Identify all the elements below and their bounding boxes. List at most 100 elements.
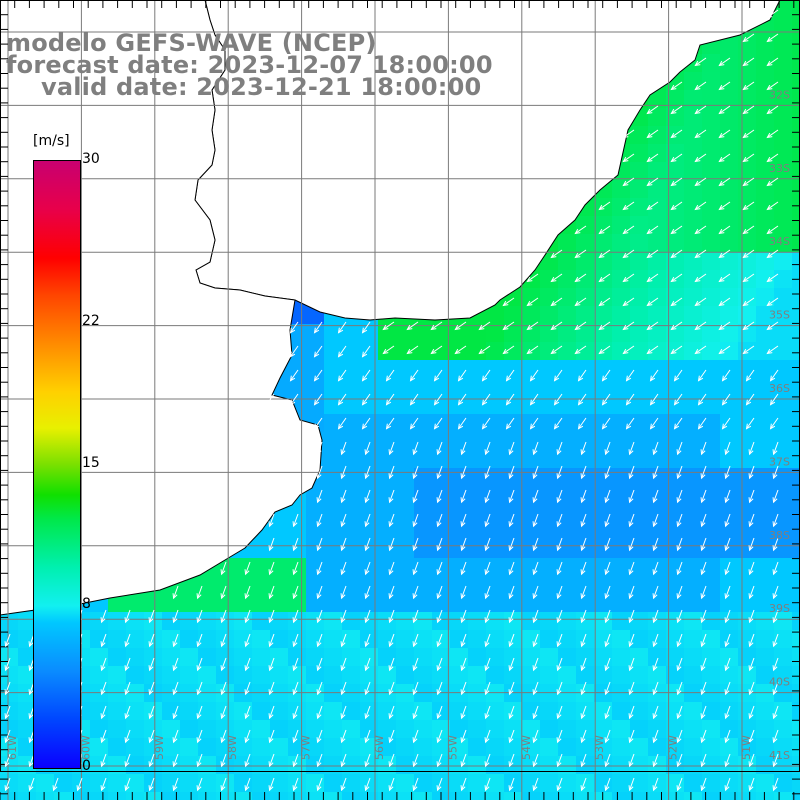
wind-arrow [718, 57, 731, 67]
speed-cell [558, 270, 576, 288]
wind-arrow [292, 657, 299, 672]
speed-cell [396, 540, 414, 558]
wind-arrow [484, 585, 491, 600]
wind-arrow [364, 657, 371, 672]
speed-cell [18, 666, 36, 684]
speed-cell [396, 630, 414, 648]
speed-cell [594, 252, 612, 270]
wind-arrow [532, 561, 539, 576]
speed-cell [450, 738, 468, 756]
speed-cell [792, 198, 800, 216]
speed-cell [378, 396, 396, 414]
wind-arrow [772, 777, 779, 792]
wind-arrow [481, 369, 491, 382]
wind-arrow [505, 369, 515, 382]
wind-arrow [244, 777, 251, 792]
speed-cell [216, 720, 234, 738]
speed-cell [90, 792, 108, 800]
speed-cell [720, 180, 738, 198]
speed-cell [612, 576, 630, 594]
speed-cell [684, 738, 702, 756]
speed-cell [702, 396, 720, 414]
speed-cell [504, 774, 522, 792]
speed-cell [774, 90, 792, 108]
speed-cell [450, 522, 468, 540]
speed-cell [576, 252, 594, 270]
speed-cell [702, 342, 720, 360]
wind-arrow [457, 369, 467, 382]
speed-cell [378, 576, 396, 594]
speed-cell [504, 432, 522, 450]
wind-arrow [388, 657, 395, 672]
speed-cell [576, 378, 594, 396]
wind-arrow [196, 729, 203, 744]
wind-arrow [337, 345, 347, 358]
wind-arrow [766, 321, 779, 331]
wind-arrow [316, 705, 323, 720]
speed-cell [558, 486, 576, 504]
wind-arrow [700, 729, 707, 744]
wind-arrow [340, 441, 347, 456]
speed-cell [324, 558, 342, 576]
speed-cell [54, 774, 72, 792]
speed-cell [720, 522, 738, 540]
wind-arrow [748, 777, 755, 792]
speed-cell [792, 72, 800, 90]
speed-cell [486, 306, 504, 324]
speed-cell [666, 630, 684, 648]
speed-cell [684, 378, 702, 396]
speed-cell [90, 720, 108, 738]
wind-arrow [388, 561, 395, 576]
speed-cell [648, 360, 666, 378]
speed-cell [792, 558, 800, 576]
speed-cell [738, 234, 756, 252]
speed-cell [162, 702, 180, 720]
speed-cell [396, 504, 414, 522]
speed-cell [252, 612, 270, 630]
lat-label: 36S [769, 382, 790, 395]
wind-arrow [724, 657, 731, 672]
speed-cell [342, 360, 360, 378]
speed-cell [18, 630, 36, 648]
wind-arrow [508, 489, 515, 504]
wind-arrow [505, 417, 515, 430]
lat-label: 41S [769, 749, 790, 762]
speed-cell [720, 270, 738, 288]
wind-arrow [313, 393, 323, 406]
speed-cell [684, 576, 702, 594]
wind-arrow [412, 513, 419, 528]
speed-cell [612, 450, 630, 468]
speed-cell [270, 774, 288, 792]
speed-cell [684, 630, 702, 648]
speed-cell [576, 558, 594, 576]
wind-arrow [172, 609, 179, 624]
speed-cell [522, 540, 540, 558]
speed-cell [576, 648, 594, 666]
speed-cell [756, 162, 774, 180]
wind-arrow [577, 393, 587, 406]
speed-cell [540, 270, 558, 288]
speed-cell [270, 666, 288, 684]
speed-cell [576, 666, 594, 684]
speed-cell [648, 414, 666, 432]
speed-cell [522, 738, 540, 756]
speed-cell [414, 360, 432, 378]
wind-arrow [244, 561, 251, 576]
wind-arrow [700, 609, 707, 624]
speed-cell [414, 630, 432, 648]
speed-cell [720, 540, 738, 558]
speed-cell [360, 540, 378, 558]
speed-cell [684, 396, 702, 414]
speed-cell [342, 720, 360, 738]
speed-cell [234, 612, 252, 630]
wind-arrow [196, 681, 203, 696]
wind-arrow [532, 681, 539, 696]
wind-arrow [670, 105, 683, 115]
speed-cell [522, 486, 540, 504]
wind-arrow [361, 369, 371, 382]
speed-cell [594, 774, 612, 792]
speed-cell [342, 702, 360, 720]
speed-cell [540, 468, 558, 486]
wind-direction-arrows [4, 9, 779, 792]
speed-cell [540, 360, 558, 378]
